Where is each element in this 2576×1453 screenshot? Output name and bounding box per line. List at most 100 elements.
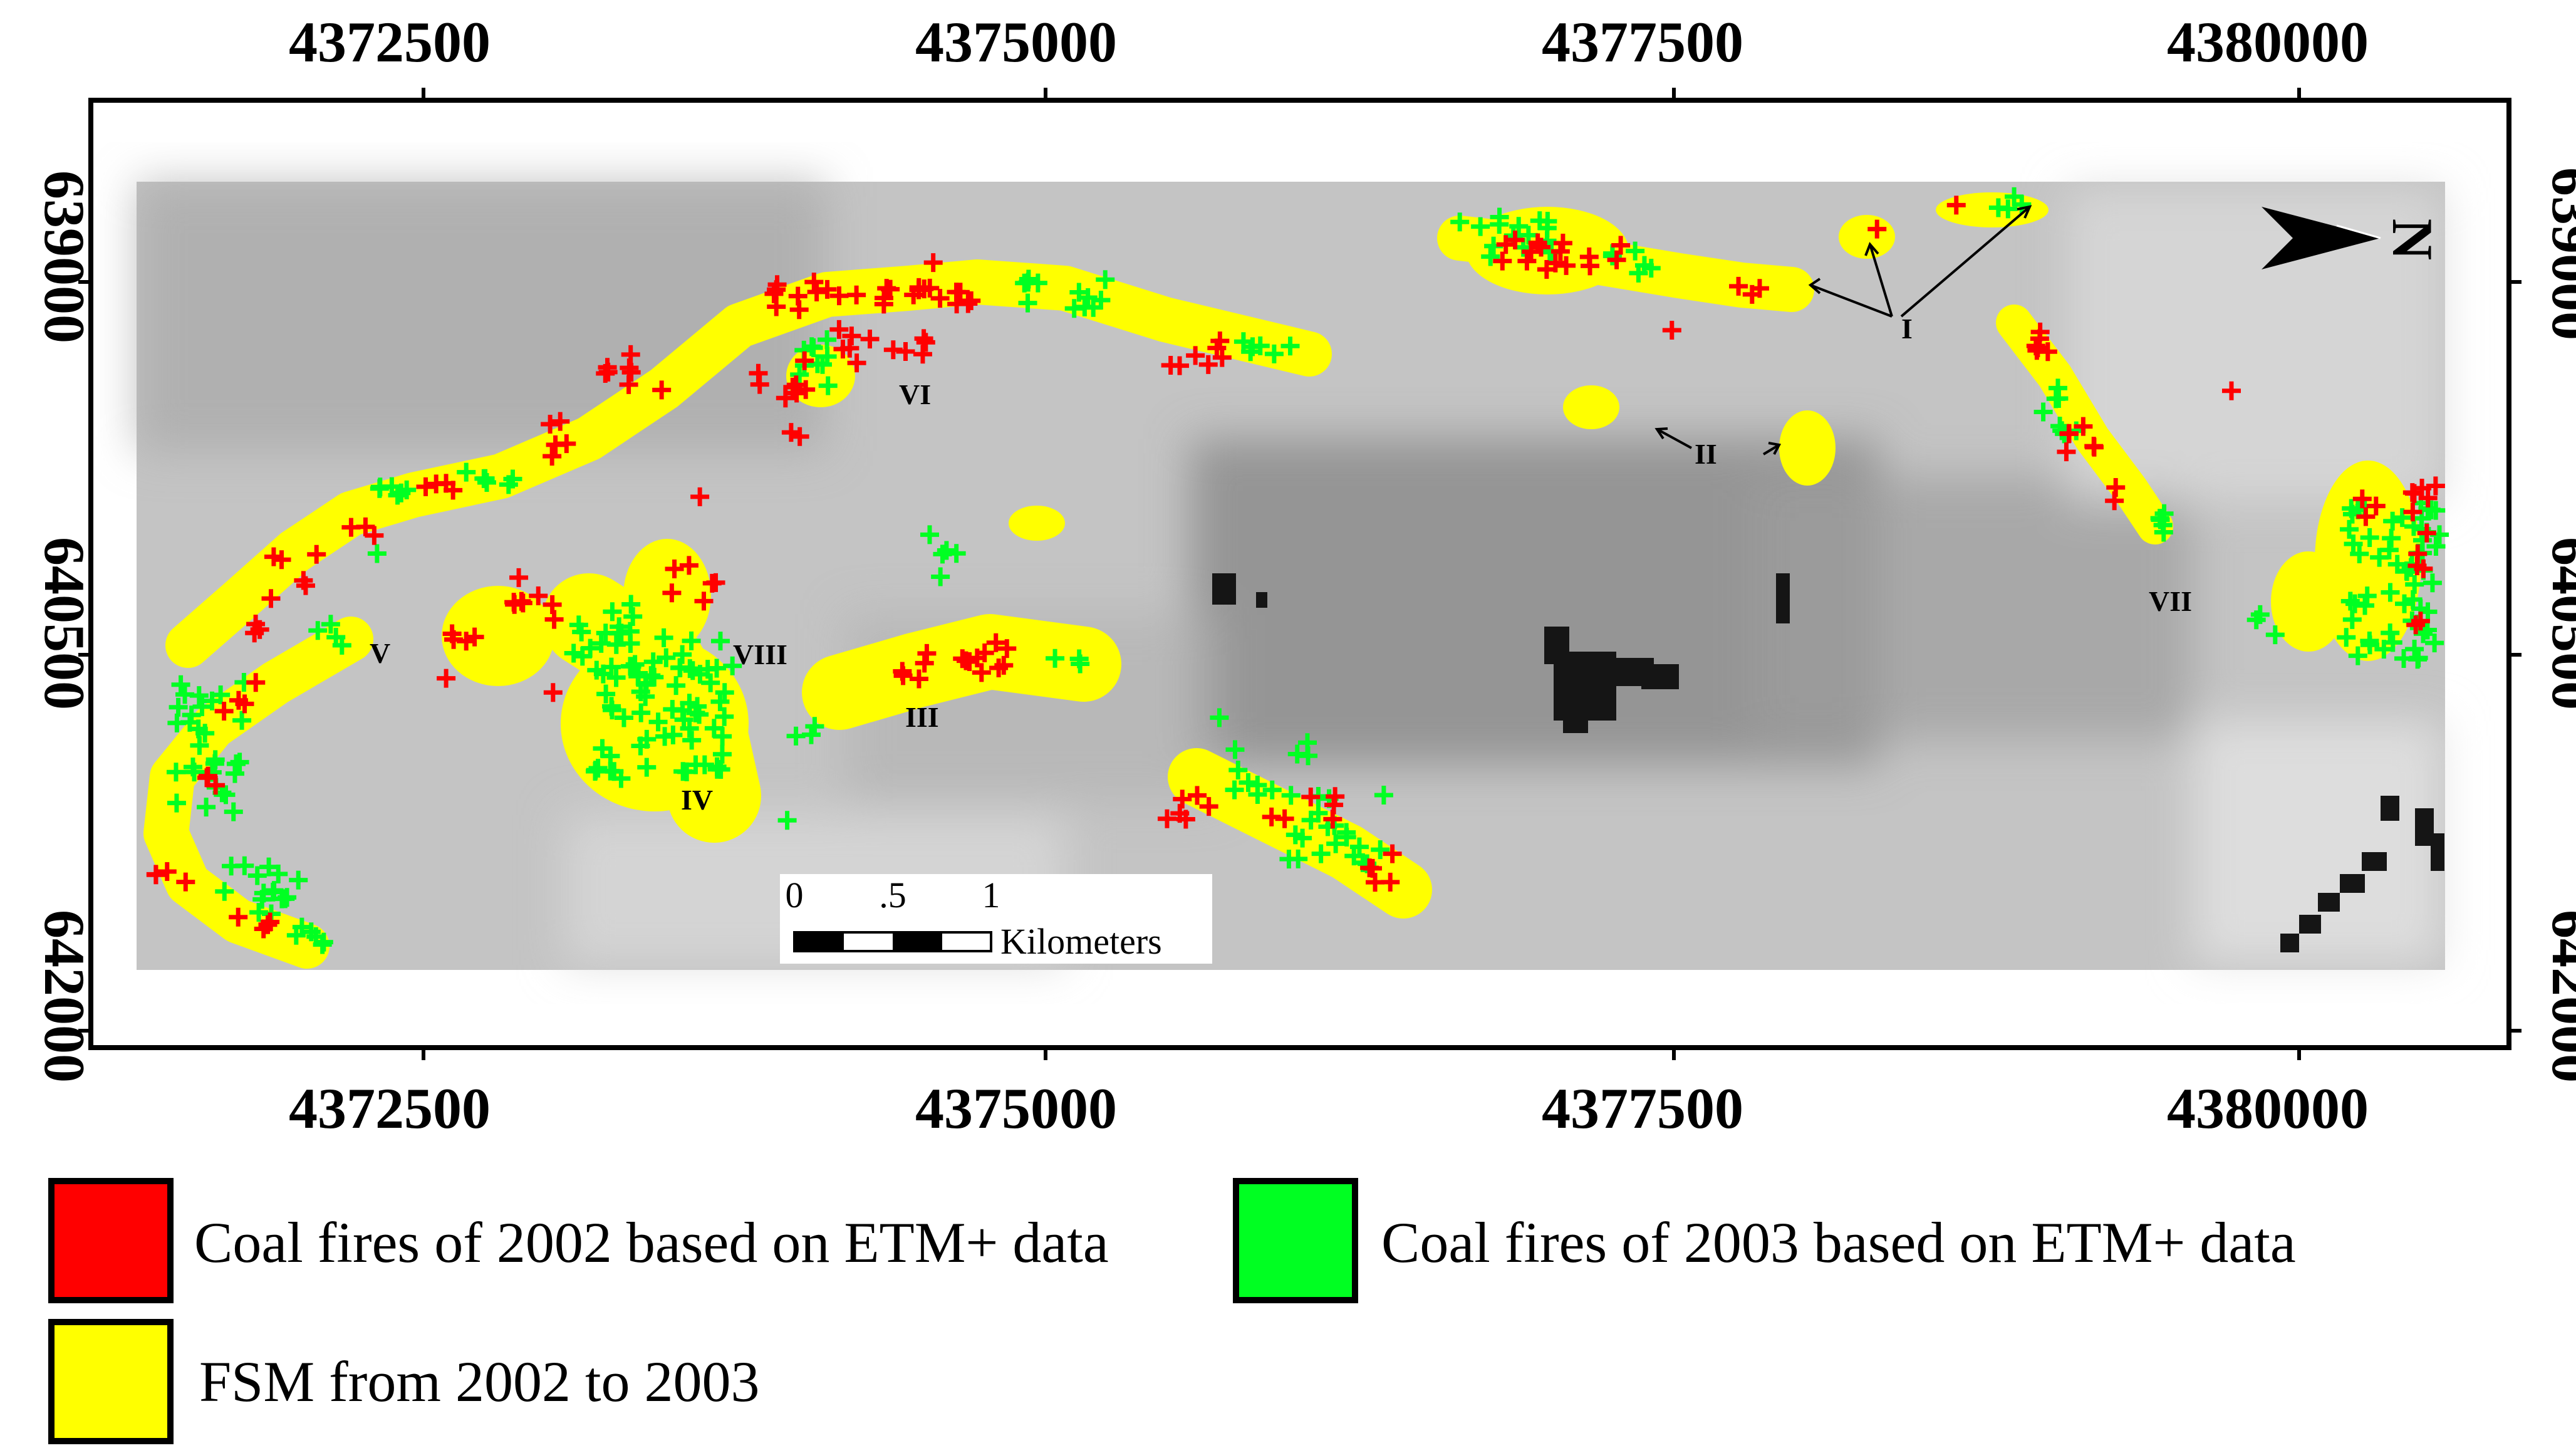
fire-2003-cross bbox=[606, 668, 626, 687]
fire-2003-cross bbox=[601, 657, 621, 677]
fire-2003-cross bbox=[211, 685, 231, 704]
fire-2003-cross bbox=[667, 676, 686, 695]
fire-2003-cross bbox=[2360, 528, 2379, 547]
fire-2003-cross bbox=[628, 667, 648, 686]
fire-2003-cross bbox=[637, 758, 657, 777]
fire-2002-cross bbox=[750, 375, 769, 394]
fire-2003-cross bbox=[2350, 544, 2369, 564]
fire-2002-cross bbox=[2403, 503, 2423, 522]
fire-2003-cross bbox=[321, 615, 340, 634]
fire-2002-cross bbox=[1729, 276, 1748, 296]
fire-2002-cross bbox=[1946, 195, 1966, 215]
fire-2003-cross bbox=[609, 623, 628, 643]
fire-2003-cross bbox=[663, 726, 683, 745]
fire-crosses-2003 bbox=[166, 187, 2449, 954]
fire-2003-cross bbox=[603, 602, 622, 622]
scale-tick-1: 1 bbox=[982, 875, 1000, 915]
x-tick-bottom-2: 4375000 bbox=[915, 1076, 1117, 1140]
fire-2003-cross bbox=[710, 632, 730, 651]
fire-2003-cross bbox=[701, 673, 720, 692]
fire-2002-cross bbox=[896, 341, 915, 361]
fire-2003-cross bbox=[1096, 270, 1115, 289]
fire-2002-cross bbox=[246, 673, 266, 692]
fire-2003-cross bbox=[1018, 293, 1037, 313]
fire-2003-cross bbox=[2383, 633, 2402, 652]
fire-2003-cross bbox=[1509, 217, 1529, 236]
region-label-vi: VI bbox=[899, 378, 931, 410]
fire-2002-cross bbox=[541, 415, 560, 434]
fire-2003-cross bbox=[623, 607, 643, 626]
fire-2002-cross bbox=[529, 586, 548, 605]
fire-2003-cross bbox=[631, 682, 650, 701]
fire-2002-cross bbox=[690, 487, 710, 506]
fire-2003-cross bbox=[587, 660, 606, 680]
fire-2003-cross bbox=[2392, 508, 2412, 528]
fire-2003-cross bbox=[611, 769, 631, 788]
fire-2003-cross bbox=[232, 711, 252, 730]
north-label: N bbox=[2381, 219, 2444, 260]
fire-2003-cross bbox=[920, 525, 939, 544]
fire-2003-cross bbox=[2381, 583, 2400, 602]
fire-2003-cross bbox=[388, 486, 407, 505]
legend-swatch-fire-2002 bbox=[48, 1178, 174, 1303]
fire-2002-cross bbox=[764, 284, 784, 303]
fire-2002-cross bbox=[272, 550, 291, 570]
fire-2003-cross bbox=[289, 870, 308, 890]
x-axis-ticks bbox=[422, 88, 2301, 1060]
fire-2002-cross bbox=[2408, 544, 2428, 563]
fire-2003-cross bbox=[503, 469, 522, 489]
fire-2003-cross bbox=[1280, 336, 1300, 356]
fire-2003-cross bbox=[254, 883, 273, 903]
fire-2003-cross bbox=[614, 708, 633, 727]
fire-2002-cross bbox=[146, 865, 165, 885]
fire-2003-cross bbox=[2381, 623, 2400, 643]
fire-2002-cross bbox=[1173, 789, 1192, 809]
fire-2002-cross bbox=[2026, 336, 2045, 356]
fire-2002-cross bbox=[1553, 233, 1572, 253]
fire-2002-cross bbox=[1157, 809, 1176, 828]
fire-2002-cross bbox=[2084, 437, 2104, 456]
fire-2002-cross bbox=[1170, 804, 1190, 823]
fire-2002-cross bbox=[1750, 279, 1769, 298]
fire-2002-cross bbox=[1186, 346, 1205, 365]
fire-2003-cross bbox=[1344, 846, 1364, 866]
fsm-zone bbox=[1779, 410, 1836, 486]
fire-2003-cross bbox=[2348, 646, 2367, 665]
fire-2002-cross bbox=[1210, 331, 1230, 351]
fire-2003-cross bbox=[2360, 635, 2379, 655]
fire-2002-cross bbox=[513, 593, 532, 613]
fire-2003-cross bbox=[185, 763, 204, 782]
fire-2002-cross bbox=[2105, 491, 2124, 511]
fire-2002-cross bbox=[1275, 809, 1294, 828]
fire-2003-cross bbox=[314, 932, 333, 952]
fire-2002-cross bbox=[1611, 236, 1631, 255]
fire-2002-cross bbox=[662, 583, 682, 603]
fire-2002-cross bbox=[157, 862, 177, 882]
fire-2002-cross bbox=[804, 273, 824, 292]
fire-2002-cross bbox=[2411, 612, 2430, 631]
fire-2003-cross bbox=[637, 729, 657, 749]
fire-2003-cross bbox=[2426, 537, 2446, 556]
fire-2002-cross bbox=[543, 683, 563, 702]
fire-2003-cross bbox=[192, 697, 212, 716]
fire-2002-cross bbox=[1212, 348, 1232, 367]
fire-2003-cross bbox=[216, 785, 236, 805]
legend-label-fire-2003: Coal fires of 2003 based on ETM+ data bbox=[1381, 1211, 2296, 1274]
fire-2003-cross bbox=[1281, 786, 1301, 805]
fire-2002-cross bbox=[2418, 488, 2438, 508]
fire-2002-cross bbox=[781, 423, 801, 442]
fire-2002-cross bbox=[829, 320, 849, 339]
fire-2002-cross bbox=[1531, 237, 1550, 257]
fire-2003-cross bbox=[682, 731, 702, 750]
fire-2002-cross bbox=[437, 669, 456, 688]
fire-2003-cross bbox=[1626, 241, 1645, 261]
fire-2002-cross bbox=[1161, 356, 1180, 375]
fire-2002-cross bbox=[509, 568, 529, 587]
fire-2002-cross bbox=[1493, 251, 1512, 271]
fire-2002-cross bbox=[1545, 253, 1565, 273]
x-tick-top-2: 4375000 bbox=[915, 10, 1117, 74]
fire-2002-cross bbox=[307, 544, 326, 564]
fire-2003-cross bbox=[195, 724, 215, 743]
fire-2002-cross bbox=[788, 286, 808, 306]
